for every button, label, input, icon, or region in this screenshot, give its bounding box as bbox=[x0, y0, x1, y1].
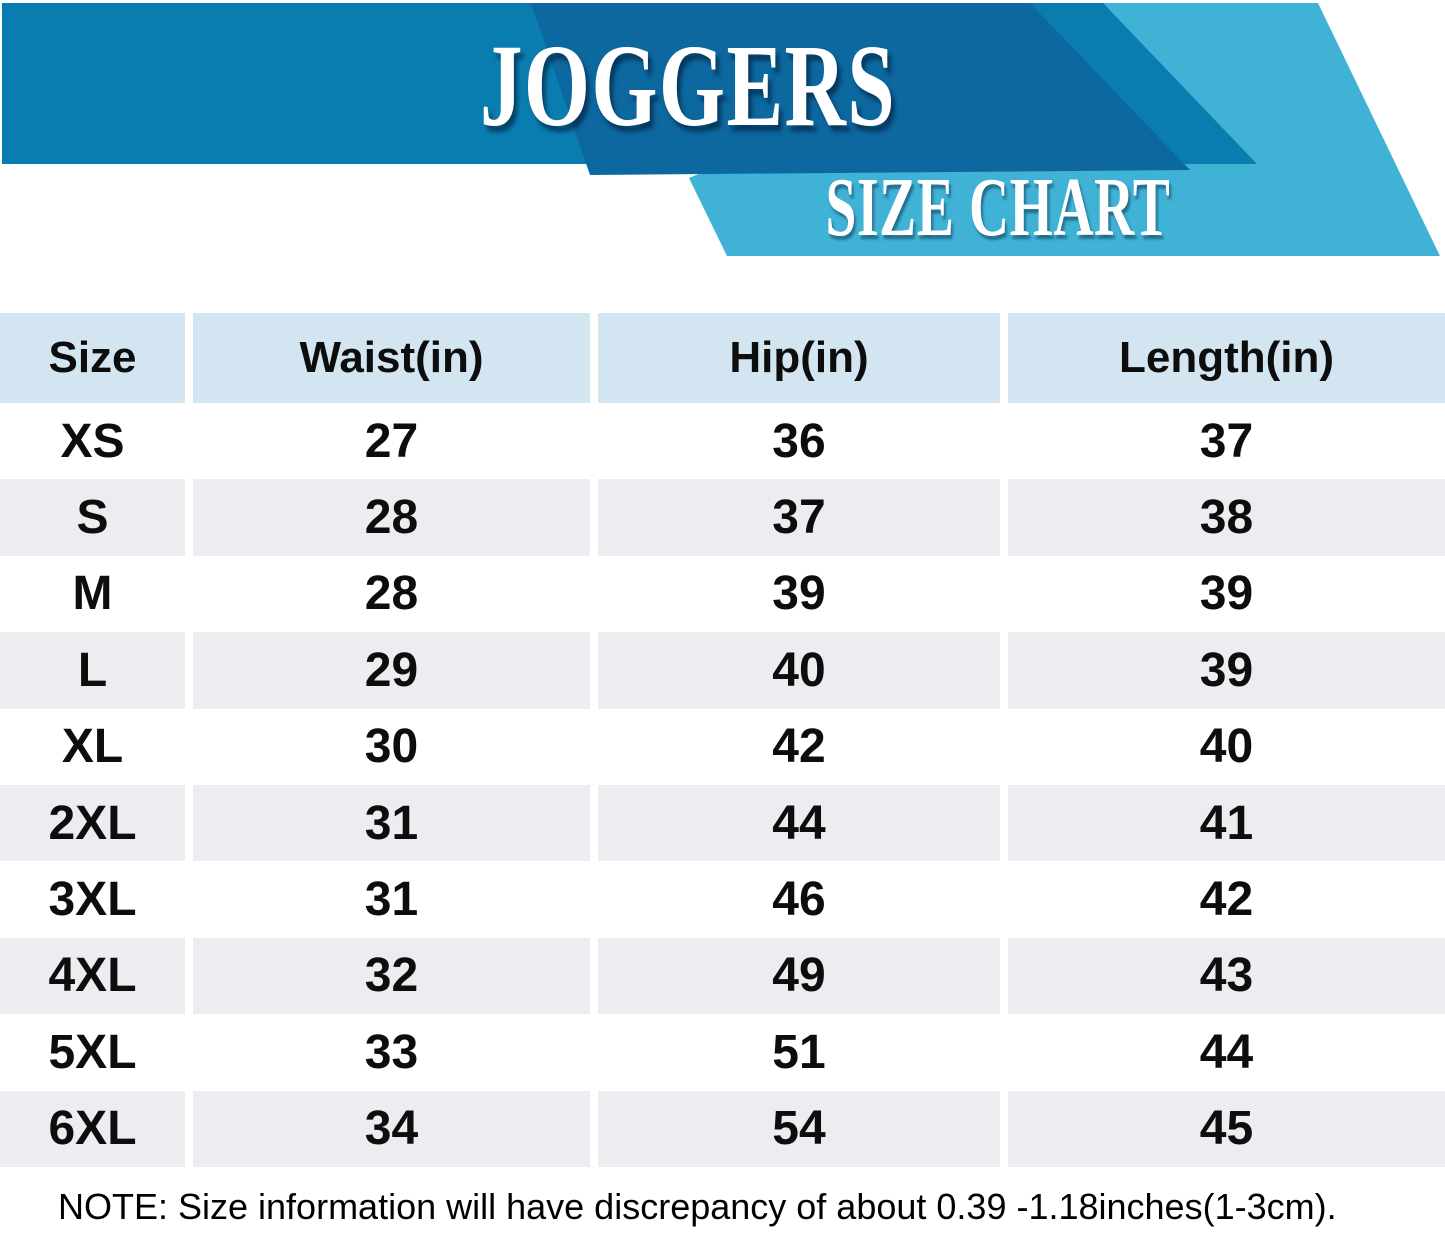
hip-cell: 54 bbox=[598, 1090, 1000, 1167]
waist-cell: 30 bbox=[193, 708, 590, 785]
length-cell: 37 bbox=[1008, 403, 1445, 480]
column-divider bbox=[185, 555, 193, 633]
column-divider bbox=[1000, 861, 1008, 938]
note-text: NOTE: Size information will have discrep… bbox=[58, 1186, 1337, 1227]
table-row: XS 27 36 37 bbox=[0, 403, 1445, 480]
size-cell: 5XL bbox=[0, 1014, 185, 1091]
length-cell: 45 bbox=[1008, 1090, 1445, 1167]
column-divider bbox=[590, 403, 598, 480]
table-header-row: Size Waist(in) Hip(in) Length(in) bbox=[0, 313, 1445, 403]
hip-cell: 37 bbox=[598, 479, 1000, 556]
column-divider bbox=[590, 861, 598, 938]
column-divider bbox=[590, 555, 598, 633]
length-cell: 39 bbox=[1008, 632, 1445, 709]
table-row: L 29 40 39 bbox=[0, 632, 1445, 709]
hip-cell: 49 bbox=[598, 937, 1000, 1015]
length-cell: 43 bbox=[1008, 937, 1445, 1015]
hip-cell: 40 bbox=[598, 632, 1000, 709]
page-title: JOGGERS bbox=[479, 20, 897, 151]
column-divider bbox=[590, 708, 598, 785]
column-divider bbox=[1000, 1090, 1008, 1167]
size-cell: L bbox=[0, 632, 185, 709]
size-cell: S bbox=[0, 479, 185, 556]
size-cell: 6XL bbox=[0, 1090, 185, 1167]
size-cell: 2XL bbox=[0, 784, 185, 862]
column-divider bbox=[185, 784, 193, 862]
column-divider bbox=[1000, 313, 1008, 403]
table-row: M 28 39 39 bbox=[0, 555, 1445, 633]
hip-cell: 42 bbox=[598, 708, 1000, 785]
hip-cell: 44 bbox=[598, 784, 1000, 862]
table-row: 5XL 33 51 44 bbox=[0, 1014, 1445, 1091]
hip-cell: 51 bbox=[598, 1014, 1000, 1091]
length-cell: 40 bbox=[1008, 708, 1445, 785]
column-divider bbox=[185, 937, 193, 1015]
waist-cell: 31 bbox=[193, 784, 590, 862]
hip-cell: 39 bbox=[598, 555, 1000, 633]
waist-cell: 27 bbox=[193, 403, 590, 480]
page-subtitle: SIZE CHART bbox=[825, 161, 1171, 254]
table-row: 2XL 31 44 41 bbox=[0, 784, 1445, 862]
column-divider bbox=[590, 784, 598, 862]
col-header-size: Size bbox=[0, 313, 185, 403]
column-divider bbox=[590, 1090, 598, 1167]
table-row: XL 30 42 40 bbox=[0, 708, 1445, 785]
column-divider bbox=[185, 1090, 193, 1167]
col-header-length: Length(in) bbox=[1008, 313, 1445, 403]
length-cell: 39 bbox=[1008, 555, 1445, 633]
waist-cell: 33 bbox=[193, 1014, 590, 1091]
column-divider bbox=[1000, 632, 1008, 709]
column-divider bbox=[1000, 784, 1008, 862]
hip-cell: 36 bbox=[598, 403, 1000, 480]
hip-cell: 46 bbox=[598, 861, 1000, 938]
length-cell: 41 bbox=[1008, 784, 1445, 862]
column-divider bbox=[1000, 403, 1008, 480]
size-cell: M bbox=[0, 555, 185, 633]
column-divider bbox=[1000, 479, 1008, 556]
table-row: S 28 37 38 bbox=[0, 479, 1445, 556]
size-cell: 4XL bbox=[0, 937, 185, 1015]
col-header-hip: Hip(in) bbox=[598, 313, 1000, 403]
waist-cell: 32 bbox=[193, 937, 590, 1015]
col-header-waist: Waist(in) bbox=[193, 313, 590, 403]
length-cell: 44 bbox=[1008, 1014, 1445, 1091]
waist-cell: 29 bbox=[193, 632, 590, 709]
column-divider bbox=[1000, 1014, 1008, 1091]
column-divider bbox=[185, 403, 193, 480]
size-table: Size Waist(in) Hip(in) Length(in) XS 27 … bbox=[0, 313, 1445, 1167]
header-banner bbox=[2, 3, 1440, 256]
title-panel-shape bbox=[531, 3, 1190, 175]
length-cell: 42 bbox=[1008, 861, 1445, 938]
column-divider bbox=[185, 1014, 193, 1091]
column-divider bbox=[185, 479, 193, 556]
column-divider bbox=[590, 1014, 598, 1091]
column-divider bbox=[185, 861, 193, 938]
column-divider bbox=[590, 313, 598, 403]
column-divider bbox=[1000, 708, 1008, 785]
column-divider bbox=[185, 632, 193, 709]
size-cell: XL bbox=[0, 708, 185, 785]
column-divider bbox=[1000, 937, 1008, 1015]
column-divider bbox=[1000, 555, 1008, 633]
column-divider bbox=[590, 632, 598, 709]
table-row: 6XL 34 54 45 bbox=[0, 1090, 1445, 1167]
waist-cell: 34 bbox=[193, 1090, 590, 1167]
table-body: XS 27 36 37 S 28 37 38 M 28 39 bbox=[0, 403, 1445, 1167]
column-divider bbox=[590, 479, 598, 556]
waist-cell: 28 bbox=[193, 479, 590, 556]
column-divider bbox=[590, 937, 598, 1015]
table-row: 4XL 32 49 43 bbox=[0, 937, 1445, 1015]
waist-cell: 31 bbox=[193, 861, 590, 938]
column-divider bbox=[185, 708, 193, 785]
length-cell: 38 bbox=[1008, 479, 1445, 556]
size-cell: 3XL bbox=[0, 861, 185, 938]
table-row: 3XL 31 46 42 bbox=[0, 861, 1445, 938]
size-cell: XS bbox=[0, 403, 185, 480]
column-divider bbox=[185, 313, 193, 403]
waist-cell: 28 bbox=[193, 555, 590, 633]
